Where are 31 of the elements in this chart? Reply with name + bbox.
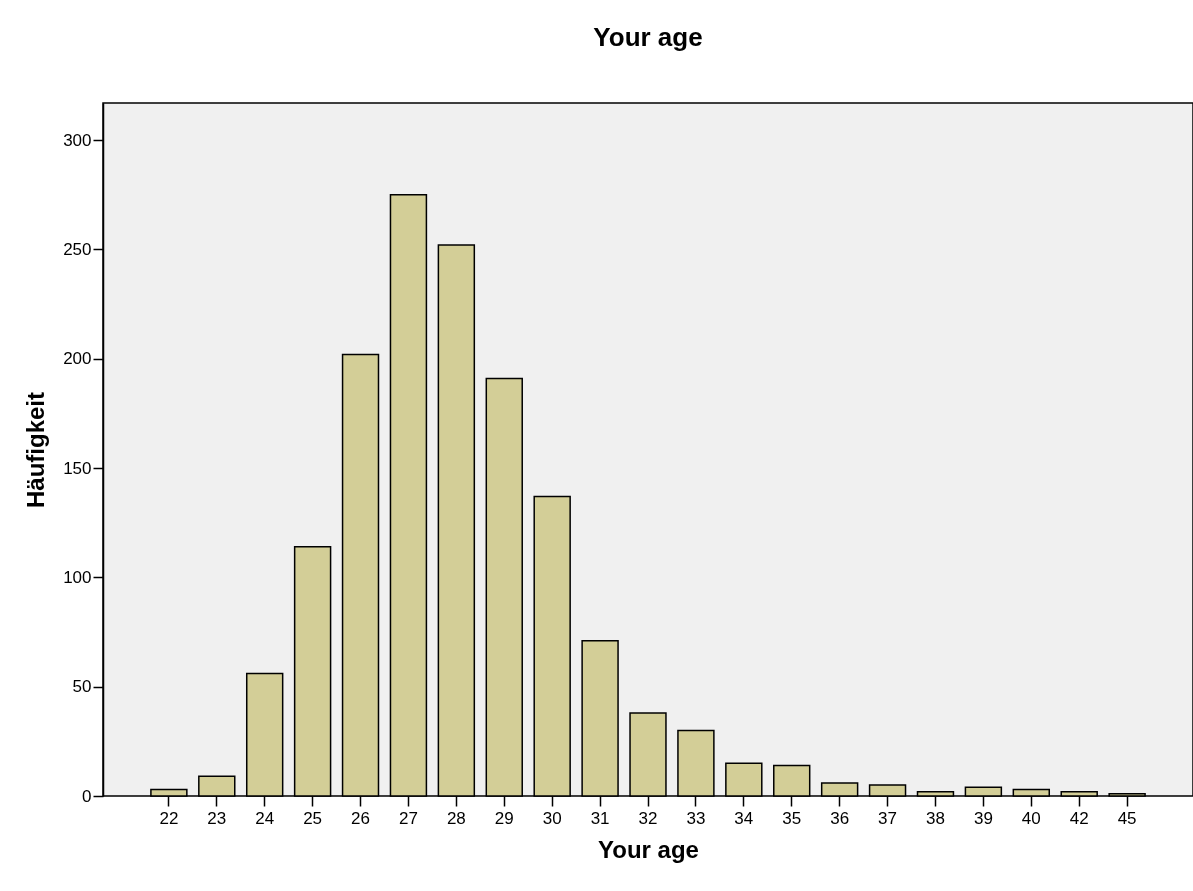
y-tick-label: 150 [63, 458, 92, 478]
x-tick-label: 31 [590, 808, 610, 828]
x-tick-label: 36 [830, 808, 850, 828]
y-tick-label: 300 [63, 130, 92, 150]
x-tick-label: 39 [973, 808, 993, 828]
x-tick-label: 42 [1069, 808, 1089, 828]
x-tick-label: 32 [638, 808, 658, 828]
x-tick-label: 33 [686, 808, 706, 828]
x-tick-label: 24 [255, 808, 275, 828]
y-tick-label: 100 [63, 567, 92, 587]
x-tick-label: 22 [159, 808, 179, 828]
x-tick-label: 23 [207, 808, 227, 828]
x-tick-label: 27 [398, 808, 418, 828]
x-tick-label: 28 [446, 808, 466, 828]
x-tick-label: 34 [734, 808, 754, 828]
x-tick-label: 45 [1117, 808, 1137, 828]
y-tick-label: 0 [82, 786, 92, 806]
x-tick-label: 40 [1021, 808, 1041, 828]
x-axis-title: Your age [598, 835, 699, 863]
y-axis-title: Häufigkeit [22, 391, 50, 509]
x-tick-label: 29 [494, 808, 514, 828]
x-tick-label: 38 [926, 808, 945, 828]
x-tick-label: 25 [303, 808, 323, 828]
y-tick-label: 50 [72, 677, 92, 697]
chart-title: Your age [593, 22, 703, 52]
y-tick-label: 250 [63, 239, 92, 259]
y-tick-label: 200 [63, 349, 92, 369]
x-tick-label: 35 [782, 808, 802, 828]
x-tick-label: 26 [351, 808, 370, 828]
x-tick-label: 37 [878, 808, 898, 828]
x-tick-label: 30 [542, 808, 562, 828]
